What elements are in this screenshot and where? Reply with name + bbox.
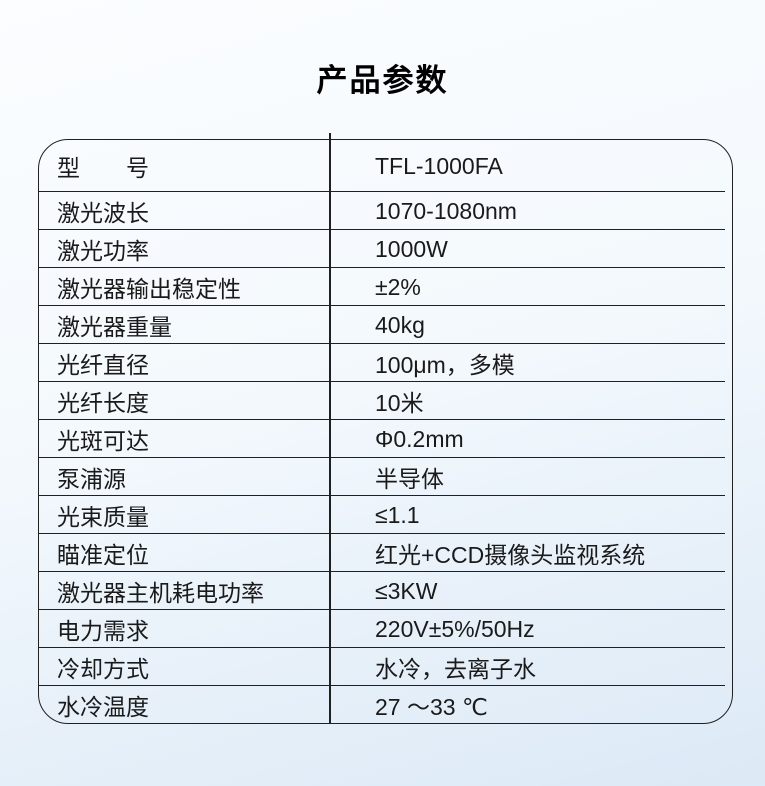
table-row: 电力需求 220V±5%/50Hz [39, 610, 732, 648]
spec-value: 1070-1080nm [375, 197, 517, 224]
table-row: 光纤直径 100μm，多模 [39, 344, 732, 382]
spec-label: 冷却方式 [57, 656, 149, 682]
spec-value: ≤3KW [375, 577, 438, 604]
spec-label: 电力需求 [57, 618, 149, 644]
spec-value: 红光+CCD摄像头监视系统 [375, 542, 646, 568]
spec-label: 激光波长 [57, 200, 149, 226]
spec-value: 1000W [375, 235, 448, 262]
table-row: 水冷温度 27 ～33 ℃ [39, 686, 732, 724]
spec-value: ±2% [375, 273, 421, 300]
spec-label: 水冷温度 [57, 694, 149, 720]
spec-value: Φ0.2mm [375, 425, 464, 452]
spec-label: 激光器主机耗电功率 [57, 580, 264, 606]
spec-label: 激光器重量 [57, 314, 172, 340]
spec-value: 220V±5%/50Hz [375, 615, 535, 642]
spec-value: 10米 [375, 390, 424, 416]
table-row: 光纤长度 10米 [39, 382, 732, 420]
spec-label: 光纤直径 [57, 352, 149, 378]
table-row: 激光器输出稳定性 ±2% [39, 268, 732, 306]
table-row: 瞄准定位 红光+CCD摄像头监视系统 [39, 534, 732, 572]
table-row: 泵浦源 半导体 [39, 458, 732, 496]
spec-value: ≤1.1 [375, 501, 420, 528]
spec-label: 型 号 [57, 155, 149, 181]
spec-label: 光纤长度 [57, 390, 149, 416]
table-row: 光束质量 ≤1.1 [39, 496, 732, 534]
table-row: 激光器主机耗电功率 ≤3KW [39, 572, 732, 610]
spec-value: 27 ～33 ℃ [375, 694, 488, 720]
table-row: 激光器重量 40kg [39, 306, 732, 344]
table-row: 光斑可达 Φ0.2mm [39, 420, 732, 458]
table-row: 激光功率 1000W [39, 230, 732, 268]
table-row: 激光波长 1070-1080nm [39, 192, 732, 230]
spec-label: 瞄准定位 [57, 542, 149, 568]
spec-label: 光束质量 [57, 504, 149, 530]
spec-label: 激光功率 [57, 238, 149, 264]
column-divider [329, 133, 331, 723]
spec-table: 型 号 TFL-1000FA 激光波长 1070-1080nm 激光功率 1000W 激光器… [38, 133, 733, 724]
spec-value: 半导体 [375, 466, 444, 492]
spec-value: 40kg [375, 311, 425, 338]
spec-value: 100μm，多模 [375, 352, 515, 378]
spec-value: TFL-1000FA [375, 152, 503, 179]
spec-label: 激光器输出稳定性 [57, 276, 241, 302]
table-row: 型 号 TFL-1000FA [39, 140, 732, 192]
spec-value: 水冷，去离子水 [375, 656, 536, 682]
spec-label: 光斑可达 [57, 428, 149, 454]
spec-label: 泵浦源 [57, 466, 126, 492]
table-row: 冷却方式 水冷，去离子水 [39, 648, 732, 686]
spec-table-rows: 型 号 TFL-1000FA 激光波长 1070-1080nm 激光功率 1000W 激光器… [39, 140, 732, 723]
page-title: 产品参数 [316, 63, 449, 98]
